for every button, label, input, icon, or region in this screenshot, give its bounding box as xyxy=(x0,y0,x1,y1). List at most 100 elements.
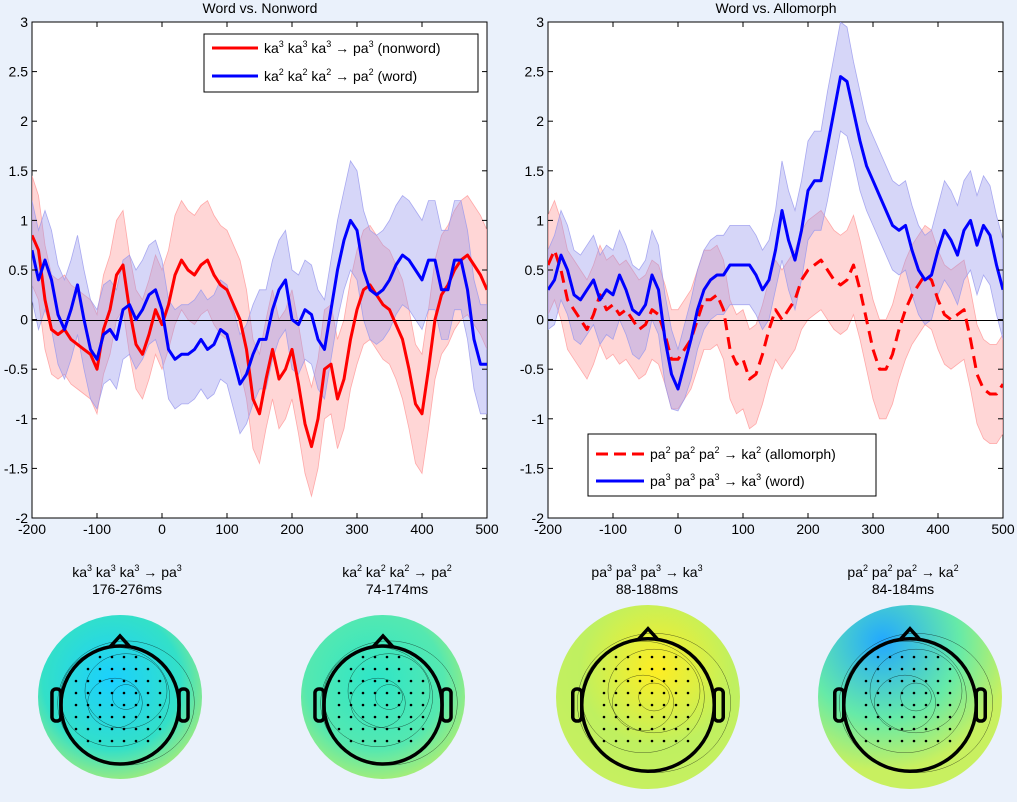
nose-outline xyxy=(898,626,922,641)
y-tick-label: -1 xyxy=(16,411,29,427)
electrode-dot xyxy=(158,727,162,731)
electrode-dot xyxy=(936,703,940,707)
electrode-dot xyxy=(876,667,880,671)
electrode-dot xyxy=(602,715,606,719)
electrode-dot xyxy=(373,655,377,659)
nose-outline xyxy=(371,633,395,649)
electrode-dot xyxy=(86,739,90,743)
electrode-dot xyxy=(409,703,413,707)
electrode-dot xyxy=(900,715,904,719)
y-tick-label: 0.5 xyxy=(525,262,545,278)
x-tick-label: 0 xyxy=(158,521,166,537)
electrode-dot xyxy=(614,655,618,659)
contour-line xyxy=(638,682,670,712)
electrode-dot xyxy=(864,739,868,743)
y-axis-ticks: -2 -1.5 -1 -0.5 0 0.5 1 1.5 2 2.5 3 xyxy=(520,14,1003,526)
series-lines xyxy=(32,218,487,449)
nose-outline xyxy=(636,626,660,641)
y-tick-label: 2.5 xyxy=(9,64,29,80)
x-tick-label: 100 xyxy=(215,521,239,537)
electrode-dot xyxy=(421,679,425,683)
electrode-dot xyxy=(122,703,126,707)
contour-line xyxy=(869,648,963,734)
electrode-dot xyxy=(110,691,114,695)
electrode-dot xyxy=(674,679,678,683)
electrode-dot xyxy=(662,739,666,743)
electrode-dot xyxy=(98,727,102,731)
x-axis-ticks: -200 -100 0 100 200 300 400 500 xyxy=(534,22,1015,537)
topomap-label: ka3 ka3 ka3 → pa3 176-276ms xyxy=(72,563,182,597)
electrode-dot xyxy=(948,667,952,671)
electrode-dot xyxy=(337,703,341,707)
contour-line xyxy=(350,677,406,729)
x-tick-label: 300 xyxy=(345,521,369,537)
line-allomorph xyxy=(548,248,1003,396)
electrode-dot xyxy=(900,667,904,671)
electrode-dot xyxy=(924,739,928,743)
electrode-dot xyxy=(924,691,928,695)
electrode-dot xyxy=(924,655,928,659)
topomap-row: ka3 ka3 ka3 → pa3 176-276ms ka2 ka2 ka2 … xyxy=(38,563,1002,789)
electrode-dot xyxy=(98,739,102,743)
electrode-dot xyxy=(876,703,880,707)
legend-label-word: ka2 ka2 ka2 → pa2 (word) xyxy=(264,67,417,84)
electrode-dot xyxy=(110,703,114,707)
electrode-dot xyxy=(146,727,150,731)
electrode-dot xyxy=(110,715,114,719)
x-tick-label: -100 xyxy=(599,521,627,537)
electrode-dot xyxy=(912,691,916,695)
electrode-dot xyxy=(900,739,904,743)
electrode-dot xyxy=(626,727,630,731)
electrode-dot xyxy=(650,655,654,659)
electrode-dot xyxy=(146,715,150,719)
electrode-dot xyxy=(98,715,102,719)
electrode-dot xyxy=(158,691,162,695)
electrode-dot xyxy=(638,727,642,731)
electrode-dot xyxy=(602,727,606,731)
legend-box xyxy=(587,433,877,497)
svg-text:pa3 pa3 pa3 → ka3: pa3 pa3 pa3 → ka3 xyxy=(591,563,702,580)
electrode-dot xyxy=(409,691,413,695)
scalp-map xyxy=(38,615,202,779)
electrode-dot xyxy=(674,739,678,743)
electrode-dot xyxy=(397,703,401,707)
electrode-dot xyxy=(98,655,102,659)
electrode-dot xyxy=(122,727,126,731)
electrode-dot xyxy=(626,739,630,743)
electrode-dot xyxy=(888,679,892,683)
electrode-dot xyxy=(638,739,642,743)
svg-text:88-188ms: 88-188ms xyxy=(616,581,678,597)
electrode-dot xyxy=(373,715,377,719)
electrode-dot xyxy=(122,739,126,743)
electrode-dot xyxy=(385,655,389,659)
electrode-dot xyxy=(638,691,642,695)
electrode-dot xyxy=(409,679,413,683)
electrode-dot xyxy=(936,715,940,719)
contour-line xyxy=(375,684,403,710)
electrode-dot xyxy=(349,739,353,743)
electrode-dot xyxy=(385,703,389,707)
electrode-dot xyxy=(86,691,90,695)
electrode-dot xyxy=(662,691,666,695)
electrode-dot xyxy=(373,703,377,707)
plot-area xyxy=(31,21,488,519)
electrode-dot xyxy=(134,727,138,731)
topomap-label: pa3 pa3 pa3 → ka3 88-188ms xyxy=(591,563,702,597)
electrode-dot xyxy=(924,727,928,731)
legend: ka3 ka3 ka3 → pa3 (nonword) ka2 ka2 ka2 … xyxy=(203,33,479,93)
legend-label-word: pa3 pa3 pa3 → ka3 (word) xyxy=(650,472,805,489)
electrode-dot xyxy=(74,703,78,707)
electrode-dot xyxy=(98,679,102,683)
electrode-dot xyxy=(650,727,654,731)
x-tick-label: 200 xyxy=(280,521,304,537)
electrode-dot xyxy=(146,739,150,743)
electrode-dot xyxy=(361,655,365,659)
electrode-dot xyxy=(110,739,114,743)
y-tick-label: -0.5 xyxy=(4,361,28,377)
topomap xyxy=(38,615,202,779)
band-nonword xyxy=(32,175,487,498)
electrode-dot xyxy=(948,715,952,719)
panel-word-vs-nonword: Word vs. Nonword -2 -1.5 -1 -0.5 0 0.5 1 1.5 2 2.… xyxy=(4,0,499,537)
electrode-dot xyxy=(900,679,904,683)
electrode-dot xyxy=(397,655,401,659)
